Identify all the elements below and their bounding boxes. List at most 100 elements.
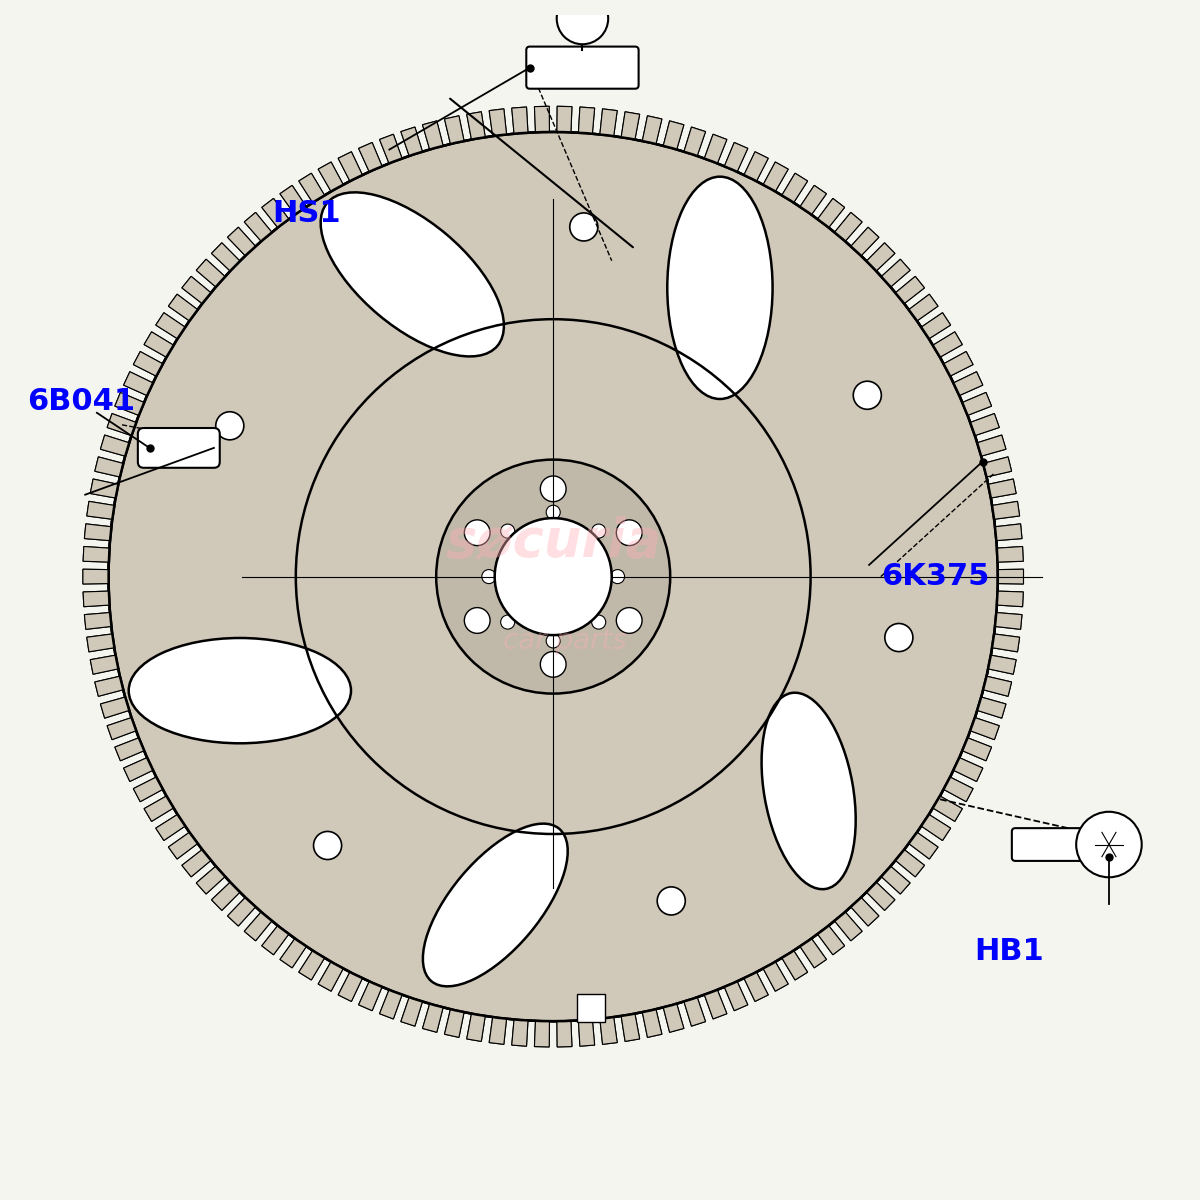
Polygon shape <box>228 898 256 926</box>
Polygon shape <box>922 815 950 840</box>
Polygon shape <box>84 612 112 629</box>
Circle shape <box>617 520 642 546</box>
Polygon shape <box>866 882 895 911</box>
Polygon shape <box>988 479 1016 498</box>
Polygon shape <box>197 259 226 287</box>
Polygon shape <box>534 1021 550 1046</box>
Polygon shape <box>995 612 1022 629</box>
Polygon shape <box>401 127 422 156</box>
Polygon shape <box>578 1020 595 1046</box>
Polygon shape <box>467 1014 485 1042</box>
Circle shape <box>853 382 881 409</box>
Polygon shape <box>144 796 174 821</box>
Polygon shape <box>182 276 211 304</box>
Ellipse shape <box>128 638 352 743</box>
Polygon shape <box>84 524 112 541</box>
Polygon shape <box>262 198 289 228</box>
Polygon shape <box>932 332 962 358</box>
Polygon shape <box>86 502 114 520</box>
Polygon shape <box>511 107 528 133</box>
Polygon shape <box>600 109 617 136</box>
Polygon shape <box>124 372 152 396</box>
Polygon shape <box>444 116 464 144</box>
Polygon shape <box>144 796 174 821</box>
Polygon shape <box>422 121 443 150</box>
Polygon shape <box>511 107 528 133</box>
Polygon shape <box>84 612 112 629</box>
Polygon shape <box>881 259 910 287</box>
Circle shape <box>1076 811 1141 877</box>
Polygon shape <box>86 634 114 652</box>
Polygon shape <box>168 833 198 859</box>
Polygon shape <box>725 143 748 172</box>
Polygon shape <box>983 457 1012 476</box>
Circle shape <box>500 616 515 629</box>
Polygon shape <box>600 109 617 136</box>
Polygon shape <box>954 372 983 396</box>
Polygon shape <box>782 173 808 203</box>
Polygon shape <box>642 1009 662 1037</box>
Polygon shape <box>704 134 727 163</box>
Polygon shape <box>359 143 382 172</box>
Polygon shape <box>228 898 256 926</box>
Polygon shape <box>992 502 1020 520</box>
Polygon shape <box>338 151 362 181</box>
Polygon shape <box>932 796 962 821</box>
Polygon shape <box>954 757 983 781</box>
Circle shape <box>109 132 998 1021</box>
Polygon shape <box>922 313 950 338</box>
Polygon shape <box>995 524 1022 541</box>
Polygon shape <box>83 592 109 607</box>
FancyBboxPatch shape <box>1012 828 1094 860</box>
Polygon shape <box>962 738 991 761</box>
Circle shape <box>884 624 913 652</box>
Polygon shape <box>932 332 962 358</box>
FancyBboxPatch shape <box>138 428 220 468</box>
Polygon shape <box>763 162 788 192</box>
Polygon shape <box>782 950 808 980</box>
Polygon shape <box>922 815 950 840</box>
Text: HB1: HB1 <box>974 936 1044 966</box>
Polygon shape <box>782 173 808 203</box>
Polygon shape <box>817 198 845 228</box>
Polygon shape <box>359 982 382 1010</box>
Polygon shape <box>338 151 362 181</box>
Polygon shape <box>992 634 1020 652</box>
Polygon shape <box>684 127 706 156</box>
Polygon shape <box>908 294 938 320</box>
Polygon shape <box>995 612 1022 629</box>
Polygon shape <box>107 414 136 436</box>
Polygon shape <box>577 994 605 1022</box>
Polygon shape <box>881 866 910 894</box>
Polygon shape <box>90 655 119 674</box>
Ellipse shape <box>667 176 773 398</box>
Polygon shape <box>664 1003 684 1032</box>
Polygon shape <box>115 392 144 415</box>
Polygon shape <box>763 961 788 991</box>
Polygon shape <box>144 332 174 358</box>
Polygon shape <box>86 634 114 652</box>
Polygon shape <box>782 950 808 980</box>
Polygon shape <box>168 833 198 859</box>
Polygon shape <box>211 882 240 911</box>
Polygon shape <box>156 313 185 338</box>
Polygon shape <box>245 912 272 941</box>
Polygon shape <box>90 479 119 498</box>
Polygon shape <box>704 990 727 1019</box>
Polygon shape <box>101 697 130 718</box>
Polygon shape <box>197 866 226 894</box>
Polygon shape <box>622 1014 640 1042</box>
Polygon shape <box>83 592 109 607</box>
Polygon shape <box>107 718 136 739</box>
Polygon shape <box>467 112 485 139</box>
Polygon shape <box>684 127 706 156</box>
Circle shape <box>313 832 342 859</box>
Polygon shape <box>997 546 1024 562</box>
Polygon shape <box>744 151 768 181</box>
Polygon shape <box>124 757 152 781</box>
Polygon shape <box>642 116 662 144</box>
Polygon shape <box>725 982 748 1010</box>
Polygon shape <box>359 982 382 1010</box>
Polygon shape <box>988 655 1016 674</box>
Polygon shape <box>262 925 289 955</box>
